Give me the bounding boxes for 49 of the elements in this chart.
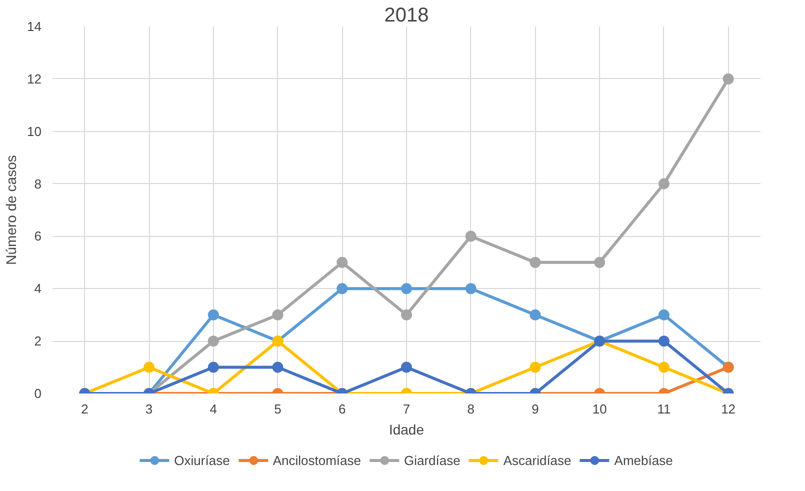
legend-label: Ancilostomíase bbox=[272, 452, 361, 468]
point bbox=[208, 309, 219, 320]
y-tick-label: 12 bbox=[27, 71, 42, 86]
y-axis-title: Número de casos bbox=[3, 155, 20, 265]
legend-label: Giardíase bbox=[404, 452, 460, 468]
y-tick-label: 2 bbox=[34, 334, 42, 349]
point bbox=[530, 362, 541, 373]
y-tick-label: 14 bbox=[27, 19, 42, 34]
x-tick-label: 7 bbox=[402, 402, 410, 416]
x-tick-label: 9 bbox=[532, 402, 539, 416]
point bbox=[658, 309, 670, 320]
x-tick-label: 11 bbox=[657, 402, 671, 416]
point bbox=[272, 362, 284, 373]
point bbox=[594, 256, 606, 268]
point bbox=[144, 362, 155, 373]
legend-label: Amebíase bbox=[614, 452, 673, 468]
legend-label: Ascaridíase bbox=[503, 452, 572, 468]
y-tick-label: 8 bbox=[34, 176, 42, 192]
point bbox=[465, 283, 476, 294]
y-tick-label: 0 bbox=[34, 386, 42, 401]
chart-title: 2018 bbox=[384, 4, 429, 26]
x-tick-label: 12 bbox=[721, 402, 736, 416]
point bbox=[272, 309, 284, 320]
x-tick-label: 4 bbox=[210, 402, 218, 416]
point bbox=[401, 362, 412, 373]
point bbox=[208, 362, 219, 373]
x-tick-label: 2 bbox=[81, 402, 88, 416]
point bbox=[208, 336, 219, 347]
point bbox=[530, 309, 541, 320]
point bbox=[530, 256, 541, 268]
legend-label: Oxiuríase bbox=[174, 452, 230, 468]
y-tick-label: 6 bbox=[34, 228, 42, 244]
x-tick-label: 8 bbox=[467, 402, 474, 416]
point bbox=[722, 73, 734, 84]
point bbox=[658, 362, 670, 373]
point bbox=[658, 178, 670, 190]
point bbox=[336, 283, 348, 294]
x-tick-label: 6 bbox=[338, 402, 346, 416]
y-tick-label: 4 bbox=[34, 281, 42, 296]
x-tick-label: 10 bbox=[592, 402, 607, 416]
x-tick-label: 3 bbox=[145, 402, 153, 416]
point bbox=[336, 256, 348, 268]
point bbox=[465, 230, 476, 242]
x-axis-title: Idade bbox=[388, 422, 424, 438]
point bbox=[401, 283, 412, 294]
x-tick-label: 5 bbox=[274, 402, 282, 416]
y-tick-label: 10 bbox=[27, 124, 42, 139]
point bbox=[658, 336, 670, 347]
point bbox=[401, 309, 412, 320]
